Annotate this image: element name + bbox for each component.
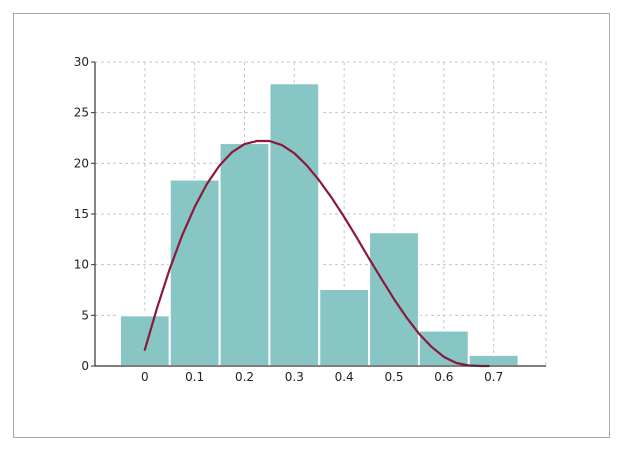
x-tick-label-7: 0.7 [484, 370, 503, 384]
histogram-bar-3 [268, 82, 321, 367]
histogram-bar-7 [467, 353, 520, 367]
histogram-bars [118, 82, 520, 368]
x-tick-label-5: 0.5 [384, 370, 403, 384]
axes [91, 61, 546, 367]
x-tick-label-4: 0.4 [335, 370, 354, 384]
x-tick-label-3: 0.3 [285, 370, 304, 384]
x-tick-label-0: 0 [141, 370, 149, 384]
density-curve [143, 139, 490, 368]
histogram-bar-2 [218, 142, 271, 367]
histogram-bar-4 [318, 287, 371, 367]
y-tick-label-3: 15 [74, 207, 89, 221]
x-tick-label-1: 0.1 [185, 370, 204, 384]
fit-curve [143, 139, 490, 368]
y-tick-label-5: 25 [74, 106, 89, 120]
y-tick-label-1: 5 [81, 308, 89, 322]
y-tick-label-4: 20 [74, 156, 89, 170]
y-tick-label-6: 30 [74, 55, 89, 69]
histogram-bar-6 [417, 329, 470, 367]
x-tick-label-6: 0.6 [434, 370, 453, 384]
y-tick-label-0: 0 [81, 359, 89, 373]
y-tick-label-2: 10 [74, 258, 89, 272]
histogram-bar-0 [118, 314, 171, 368]
x-tick-label-2: 0.2 [235, 370, 254, 384]
tick-labels: 0 5 10 15 20 25 30 0 0.1 0.2 0.3 0.4 0.5 0.6 0.7 [74, 55, 504, 384]
